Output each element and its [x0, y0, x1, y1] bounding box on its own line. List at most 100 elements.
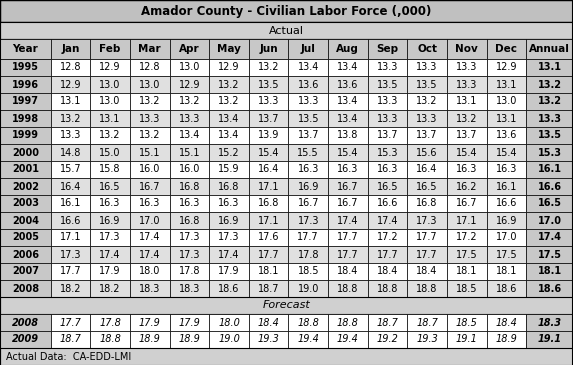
Text: 16.5: 16.5 [377, 181, 398, 192]
Text: 13.3: 13.3 [417, 114, 438, 123]
Bar [91, 212, 130, 229]
Text: 13.2: 13.2 [537, 80, 562, 89]
Bar [209, 76, 249, 93]
Text: 16.5: 16.5 [417, 181, 438, 192]
Text: 17.4: 17.4 [139, 250, 160, 260]
Text: 17.7: 17.7 [258, 250, 280, 260]
Bar [486, 314, 526, 331]
Text: 15.1: 15.1 [179, 147, 200, 158]
Text: 13.0: 13.0 [99, 96, 121, 107]
Text: 18.2: 18.2 [99, 284, 121, 293]
Bar [486, 144, 526, 161]
Text: 13.4: 13.4 [337, 114, 359, 123]
Bar [526, 246, 573, 263]
Bar [170, 195, 209, 212]
Bar [170, 144, 209, 161]
Text: 17.1: 17.1 [456, 215, 477, 226]
Text: 13.2: 13.2 [417, 96, 438, 107]
Bar [447, 76, 486, 93]
Bar [526, 59, 573, 76]
Bar [447, 93, 486, 110]
Bar [170, 161, 209, 178]
Text: 16.8: 16.8 [218, 181, 240, 192]
Bar [447, 144, 486, 161]
Bar [526, 39, 573, 59]
Text: 13.7: 13.7 [297, 131, 319, 141]
Bar [407, 76, 447, 93]
Text: 18.8: 18.8 [99, 334, 121, 345]
Text: 18.8: 18.8 [377, 284, 398, 293]
Text: 13.5: 13.5 [377, 80, 398, 89]
Text: 15.8: 15.8 [99, 165, 121, 174]
Text: 18.8: 18.8 [337, 318, 359, 327]
Text: 18.3: 18.3 [139, 284, 160, 293]
Text: 2007: 2007 [12, 266, 39, 277]
Bar [209, 195, 249, 212]
Bar [486, 161, 526, 178]
Text: Actual Data:  CA-EDD-LMI: Actual Data: CA-EDD-LMI [6, 352, 131, 362]
Text: 13.3: 13.3 [258, 96, 279, 107]
Bar [249, 246, 288, 263]
Bar [130, 314, 170, 331]
Text: 17.3: 17.3 [417, 215, 438, 226]
Text: 17.0: 17.0 [139, 215, 160, 226]
Text: 13.3: 13.3 [537, 114, 562, 123]
Text: 12.9: 12.9 [496, 62, 517, 73]
Text: 18.8: 18.8 [417, 284, 438, 293]
Text: 19.3: 19.3 [416, 334, 438, 345]
Bar [368, 212, 407, 229]
Text: 13.4: 13.4 [218, 131, 240, 141]
Text: 17.4: 17.4 [99, 250, 121, 260]
Text: 19.0: 19.0 [218, 334, 240, 345]
Bar [486, 331, 526, 348]
Bar [50, 59, 91, 76]
Text: 17.2: 17.2 [376, 233, 398, 242]
Bar [50, 212, 91, 229]
Bar [130, 178, 170, 195]
Bar [288, 263, 328, 280]
Text: 18.9: 18.9 [496, 334, 517, 345]
Bar [526, 195, 573, 212]
Text: 17.7: 17.7 [337, 233, 359, 242]
Bar [328, 263, 368, 280]
Bar [288, 246, 328, 263]
Bar [50, 280, 91, 297]
Bar [130, 280, 170, 297]
Bar [368, 39, 407, 59]
Bar [486, 229, 526, 246]
Bar [368, 110, 407, 127]
Bar [209, 144, 249, 161]
Bar [407, 161, 447, 178]
Text: 17.3: 17.3 [60, 250, 81, 260]
Bar [91, 229, 130, 246]
Bar [288, 178, 328, 195]
Text: 16.8: 16.8 [258, 199, 279, 208]
Text: 15.2: 15.2 [218, 147, 240, 158]
Text: Feb: Feb [99, 44, 121, 54]
Bar [91, 76, 130, 93]
Text: 17.1: 17.1 [258, 215, 280, 226]
Bar [249, 76, 288, 93]
Bar [0, 229, 50, 246]
Text: 19.0: 19.0 [297, 284, 319, 293]
Bar [170, 212, 209, 229]
Text: 18.7: 18.7 [258, 284, 280, 293]
Bar [288, 127, 328, 144]
Bar [486, 212, 526, 229]
Bar [486, 76, 526, 93]
Text: 13.2: 13.2 [537, 96, 562, 107]
Text: 15.4: 15.4 [258, 147, 280, 158]
Text: 17.8: 17.8 [179, 266, 200, 277]
Bar [91, 161, 130, 178]
Bar [447, 127, 486, 144]
Text: Jun: Jun [260, 44, 278, 54]
Text: Actual: Actual [269, 26, 304, 35]
Bar [209, 93, 249, 110]
Text: 17.7: 17.7 [376, 250, 398, 260]
Bar [50, 246, 91, 263]
Bar [130, 144, 170, 161]
Text: 16.8: 16.8 [417, 199, 438, 208]
Text: 13.3: 13.3 [179, 114, 200, 123]
Bar [209, 212, 249, 229]
Bar [526, 178, 573, 195]
